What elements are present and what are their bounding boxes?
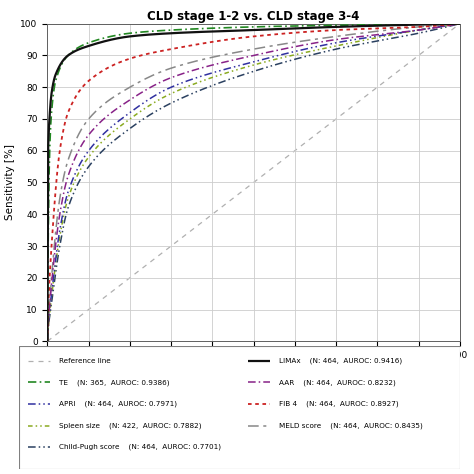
Text: MELD score    (N: 464,  AUROC: 0.8435): MELD score (N: 464, AUROC: 0.8435) [279, 422, 423, 429]
Text: Reference line: Reference line [59, 358, 110, 364]
FancyBboxPatch shape [19, 346, 460, 469]
Text: APRI    (N: 464,  AUROC: 0.7971): APRI (N: 464, AUROC: 0.7971) [59, 401, 177, 407]
Text: LIMAx    (N: 464,  AUROC: 0.9416): LIMAx (N: 464, AUROC: 0.9416) [279, 357, 402, 364]
X-axis label: 100 - Specificity [%]: 100 - Specificity [%] [201, 365, 306, 375]
Text: TE    (N: 365,  AUROC: 0.9386): TE (N: 365, AUROC: 0.9386) [59, 379, 169, 386]
Title: CLD stage 1-2 vs. CLD stage 3-4: CLD stage 1-2 vs. CLD stage 3-4 [147, 9, 360, 23]
Y-axis label: Sensitivity [%]: Sensitivity [%] [5, 145, 15, 220]
Text: Child-Pugh score    (N: 464,  AUROC: 0.7701): Child-Pugh score (N: 464, AUROC: 0.7701) [59, 444, 220, 450]
Text: FIB 4    (N: 464,  AUROC: 0.8927): FIB 4 (N: 464, AUROC: 0.8927) [279, 401, 399, 407]
Text: AAR    (N: 464,  AUROC: 0.8232): AAR (N: 464, AUROC: 0.8232) [279, 379, 396, 386]
Text: Spleen size    (N: 422,  AUROC: 0.7882): Spleen size (N: 422, AUROC: 0.7882) [59, 422, 201, 429]
